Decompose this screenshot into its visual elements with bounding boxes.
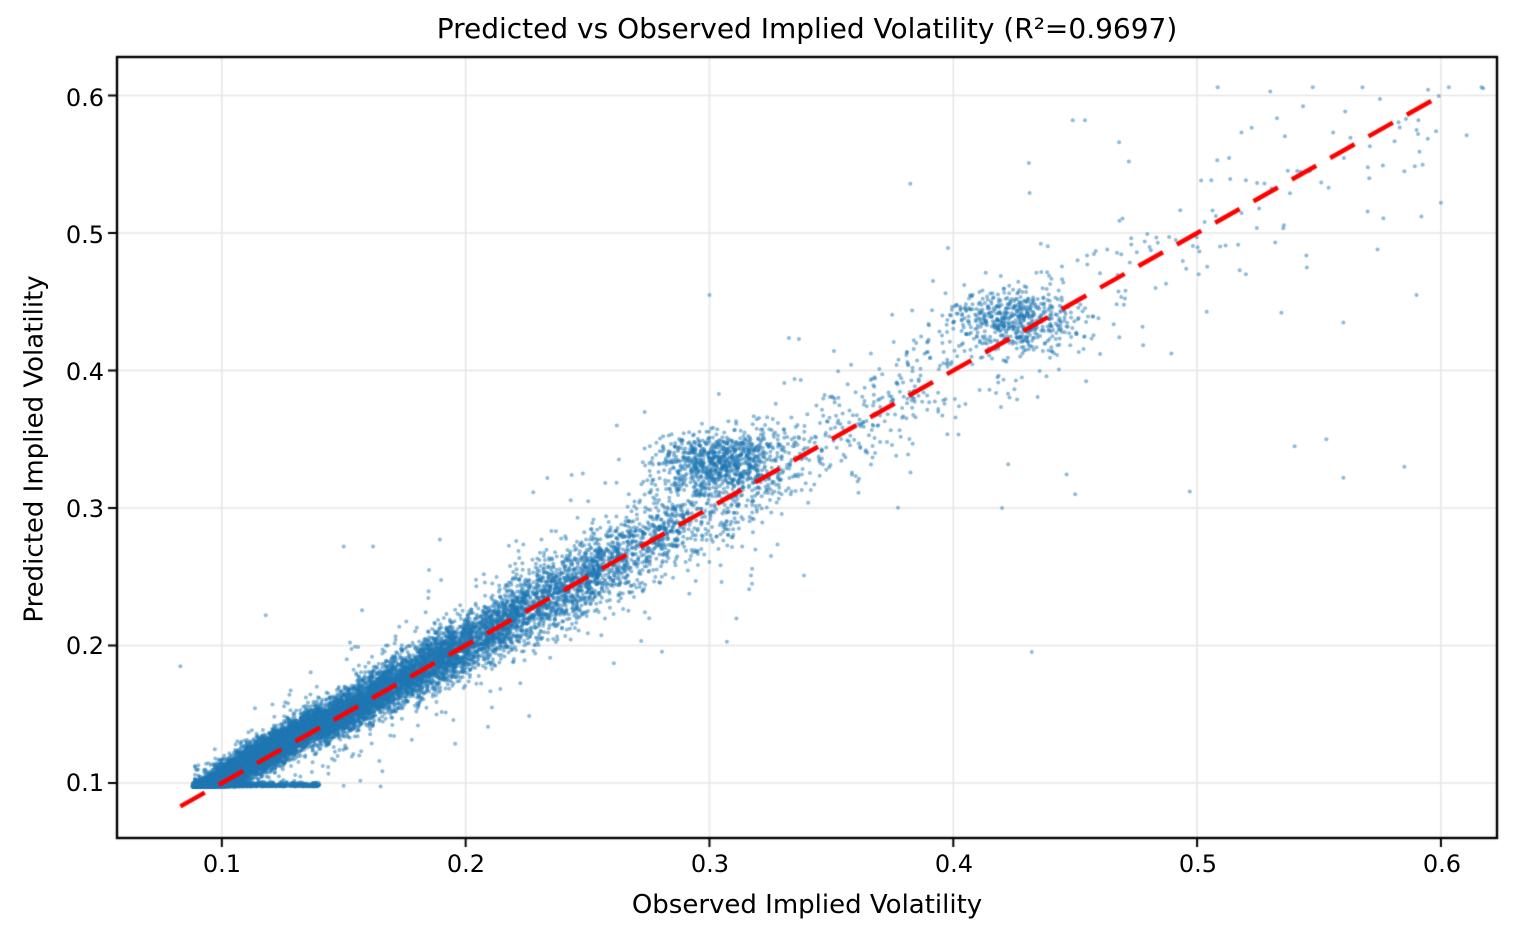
x-tick-0.2: 0.2 (446, 850, 486, 878)
y-tick-0.1: 0.1 (65, 769, 104, 797)
x-tick-0.3: 0.3 (690, 850, 730, 878)
y-tick-0.2: 0.2 (65, 632, 104, 660)
x-tick-0.6: 0.6 (1422, 850, 1462, 878)
x-axis-label: Observed Implied Volatility (631, 890, 983, 920)
y-axis-label: Predicted Implied Volatility (19, 275, 50, 623)
x-tick-0.4: 0.4 (934, 850, 974, 878)
y-tick-0.4: 0.4 (65, 358, 104, 386)
y-tick-0.3: 0.3 (65, 495, 104, 523)
y-tick-0.6: 0.6 (65, 84, 104, 112)
y-tick-0.5: 0.5 (65, 221, 104, 249)
x-tick-0.1: 0.1 (202, 850, 242, 878)
x-tick-0.5: 0.5 (1178, 850, 1218, 878)
chart-title: Predicted vs Observed Implied Volatility… (436, 12, 1178, 45)
